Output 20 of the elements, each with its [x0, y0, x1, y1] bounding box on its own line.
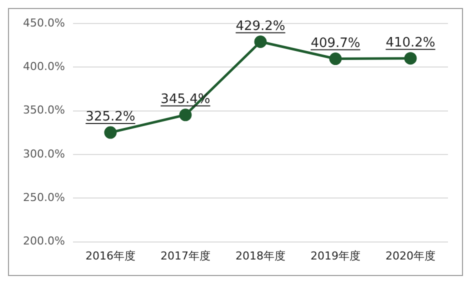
point — [254, 36, 267, 48]
data-label: 429.2% — [236, 18, 286, 34]
x-tick-label: 2018年度 — [235, 249, 286, 262]
data-label: 325.2% — [86, 110, 136, 125]
point — [104, 126, 117, 139]
x-tick-label: 2016年度 — [85, 249, 136, 262]
y-tick-label: 400.0% — [22, 60, 65, 74]
y-tick-label: 300.0% — [22, 147, 65, 160]
y-tick-label: 450.0% — [22, 16, 65, 30]
y-tick-label: 200.0% — [22, 234, 65, 248]
x-tick-label: 2020年度 — [385, 249, 436, 262]
x-tick-label: 2019年度 — [310, 249, 360, 262]
x-tick-label: 2017年度 — [160, 249, 210, 262]
data-label: 410.2% — [386, 35, 436, 50]
data-label: 409.7% — [310, 36, 360, 51]
point — [179, 108, 192, 122]
y-tick-label: 250.0% — [22, 191, 65, 204]
y-tick-label: 350.0% — [22, 104, 65, 117]
point — [329, 52, 342, 66]
point — [404, 52, 417, 65]
